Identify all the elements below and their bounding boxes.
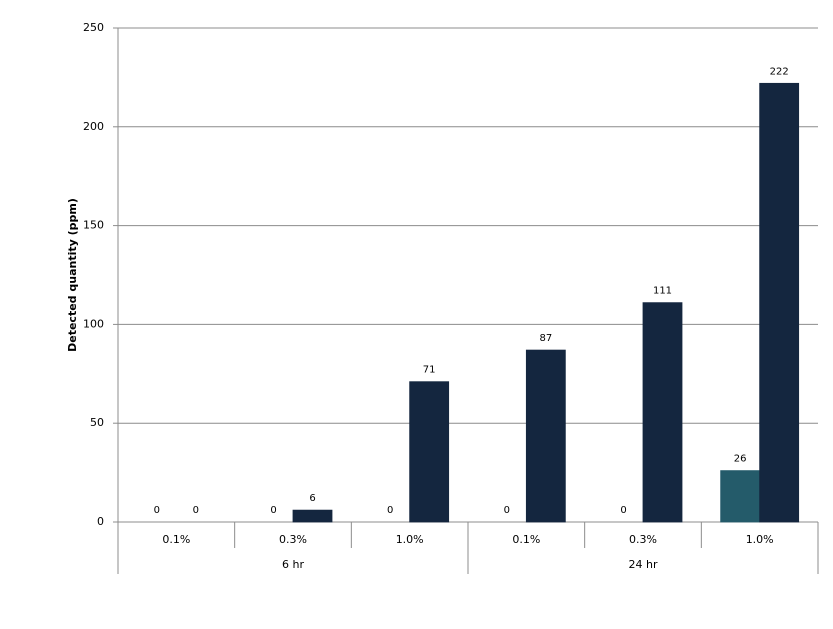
value-label: 0	[387, 505, 393, 516]
bar	[720, 470, 761, 523]
value-label: 0	[270, 505, 276, 516]
y-tick-label: 200	[83, 120, 104, 133]
value-label: 111	[653, 286, 672, 297]
x-tick-label: 1.0%	[746, 533, 774, 546]
value-label: 0	[504, 505, 510, 516]
x-tick-label: 0.1%	[512, 533, 540, 546]
value-label: 0	[193, 505, 199, 516]
value-label: 6	[309, 493, 315, 504]
bar	[759, 82, 800, 523]
value-label: 71	[423, 365, 436, 376]
group-label: 6 hr	[282, 558, 304, 571]
value-label: 222	[770, 66, 789, 77]
x-tick-label: 0.3%	[629, 533, 657, 546]
x-tick-label: 0.1%	[162, 533, 190, 546]
bar	[292, 509, 333, 523]
y-axis-label: Detected quantity (ppm)	[66, 198, 79, 352]
value-label: 87	[539, 333, 552, 344]
value-label: 26	[734, 454, 747, 465]
y-tick-label: 250	[83, 21, 104, 34]
bar	[642, 302, 683, 523]
group-label: 24 hr	[629, 558, 658, 571]
value-label: 0	[620, 505, 626, 516]
x-tick-label: 1.0%	[396, 533, 424, 546]
value-label: 0	[154, 505, 160, 516]
y-tick-label: 50	[90, 416, 104, 429]
y-tick-label: 150	[83, 219, 104, 232]
bar	[525, 349, 566, 523]
y-tick-label: 0	[97, 515, 104, 528]
y-tick-label: 100	[83, 317, 104, 330]
x-tick-label: 0.3%	[279, 533, 307, 546]
bar	[409, 381, 450, 523]
